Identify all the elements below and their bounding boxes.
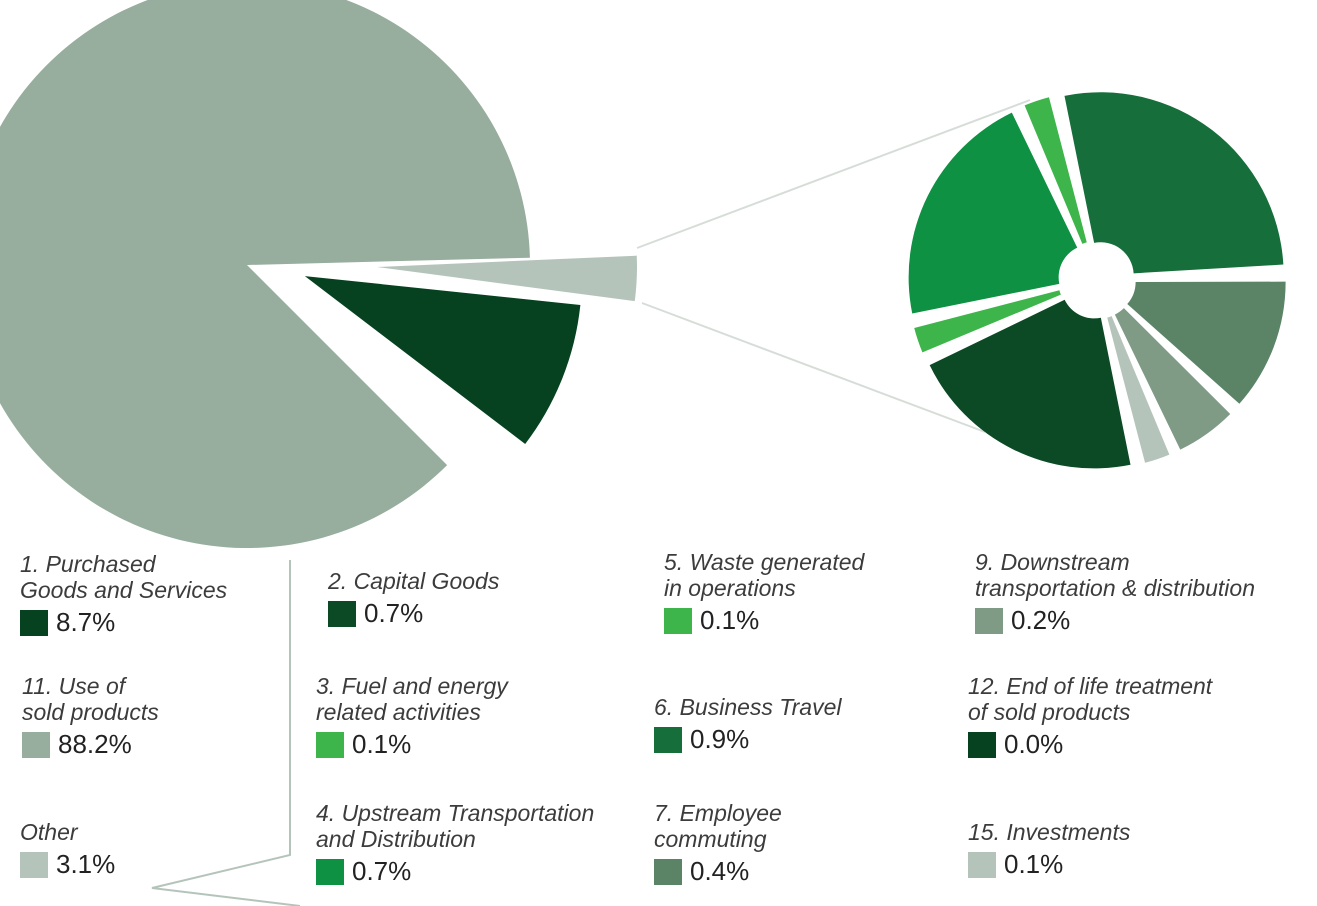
legend-value-row: 0.7% <box>328 598 499 629</box>
legend-item-4-upstream-transportation-and-distribution: 4. Upstream Transportation and Distribut… <box>316 800 594 887</box>
legend-value: 0.1% <box>700 605 760 635</box>
legend-swatch <box>664 607 692 634</box>
legend-value: 0.1% <box>352 729 412 759</box>
legend-value: 0.9% <box>690 724 750 754</box>
legend-item-11-use-of-sold-products: 11. Use of sold products 88.2% <box>22 673 159 760</box>
legend-item-7-employee-commuting: 7. Employee commuting 0.4% <box>654 800 782 887</box>
legend-label: 6. Business Travel <box>654 694 842 720</box>
legend-item-1-purchased-goods-and-services: 1. Purchased Goods and Services 8.7% <box>20 551 227 638</box>
legend-swatch <box>975 607 1003 634</box>
connector-line-bottom <box>641 302 986 433</box>
legend-value: 0.4% <box>690 856 750 886</box>
legend-swatch <box>328 600 356 627</box>
legend-value: 0.7% <box>352 856 412 886</box>
legend-value: 3.1% <box>56 849 116 879</box>
legend-swatch <box>20 851 48 878</box>
legend-value-row: 0.9% <box>654 724 841 755</box>
legend-label: 12. End of life treatment of sold produc… <box>968 673 1213 725</box>
legend-item-15-investments: 15. Investments 0.1% <box>968 819 1130 880</box>
legend-swatch <box>654 726 682 753</box>
breakdown-slice-7-employee-commuting <box>1127 281 1286 404</box>
breakdown-connector-lines <box>151 99 1031 906</box>
legend-swatch <box>316 858 344 885</box>
legend-value-row: 0.7% <box>316 856 594 887</box>
legend-value-row: 0.4% <box>654 856 782 887</box>
legend-bracket-line <box>151 560 301 906</box>
legend-value-row: 0.1% <box>664 605 864 636</box>
breakdown-slice-6-business-travel <box>1064 92 1284 274</box>
breakdown-pie <box>908 92 1286 469</box>
legend-value: 0.1% <box>1004 849 1064 879</box>
breakdown-slice-15-investments <box>1107 316 1170 463</box>
breakdown-slice-4-upstream-transportation-and-distribution <box>908 112 1078 314</box>
legend-swatch <box>316 731 344 758</box>
legend-label: 9. Downstream transportation & distribut… <box>975 549 1255 601</box>
legend-swatch <box>20 609 48 636</box>
breakdown-slice-5-waste-generated-in-operations <box>914 290 1061 353</box>
legend-value-row: 0.1% <box>968 849 1130 880</box>
connector-line-top <box>636 99 1031 249</box>
main-pie <box>0 0 637 548</box>
legend-label: 4. Upstream Transportation and Distribut… <box>316 800 595 852</box>
pie-slice-other <box>377 255 637 302</box>
breakdown-slice-2-capital-goods <box>929 299 1131 469</box>
legend-item-12-end-of-life-treatment-of-sold-products: 12. End of life treatment of sold produc… <box>968 673 1212 760</box>
legend-label: 7. Employee commuting <box>654 800 782 852</box>
pie-slice-11-use-of-sold-products <box>0 0 530 548</box>
legend-item-other: Other 3.1% <box>20 819 115 880</box>
legend-value-row: 0.2% <box>975 605 1255 636</box>
breakdown-slice-9-downstream-transportation-distribution <box>1114 308 1231 450</box>
legend-value: 8.7% <box>56 607 116 637</box>
legend-item-3-fuel-and-energy-related-activities: 3. Fuel and energy related activities 0.1… <box>316 673 508 760</box>
legend-item-2-capital-goods: 2. Capital Goods 0.7% <box>328 568 499 629</box>
legend-value-row: 8.7% <box>20 607 227 638</box>
legend-item-9-downstream-transportation-distribution: 9. Downstream transportation & distribut… <box>975 549 1255 636</box>
legend-label: Other <box>20 819 78 845</box>
legend-value: 0.7% <box>364 598 424 628</box>
legend-value: 88.2% <box>58 729 132 759</box>
legend-value-row: 3.1% <box>20 849 115 880</box>
legend-item-5-waste-generated-in-operations: 5. Waste generated in operations 0.1% <box>664 549 864 636</box>
legend-label: 1. Purchased Goods and Services <box>20 551 228 603</box>
pie-slice-1-purchased-goods-and-services <box>304 276 581 445</box>
legend-label: 11. Use of sold products <box>22 673 159 725</box>
legend-swatch <box>654 858 682 885</box>
legend-value-row: 0.1% <box>316 729 508 760</box>
breakdown-slice-3-fuel-and-energy-related-activities <box>1024 97 1087 244</box>
legend-label: 2. Capital Goods <box>328 568 500 594</box>
legend-value: 0.0% <box>1004 729 1064 759</box>
legend-value-row: 0.0% <box>968 729 1212 760</box>
legend-swatch <box>22 731 50 758</box>
legend-label: 15. Investments <box>968 819 1131 845</box>
legend-item-6-business-travel: 6. Business Travel 0.9% <box>654 694 841 755</box>
legend-swatch <box>968 731 996 758</box>
legend-swatch <box>968 851 996 878</box>
legend-value: 0.2% <box>1011 605 1071 635</box>
legend-label: 5. Waste generated in operations <box>664 549 865 601</box>
legend-value-row: 88.2% <box>22 729 159 760</box>
legend-label: 3. Fuel and energy related activities <box>316 673 508 725</box>
